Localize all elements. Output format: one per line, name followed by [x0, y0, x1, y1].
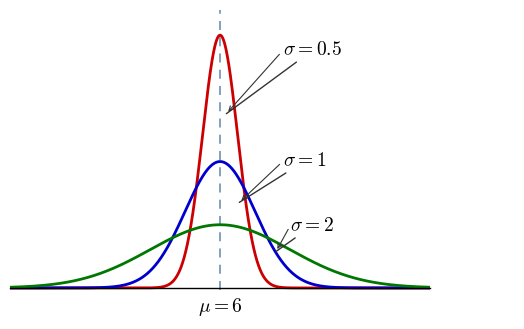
- Text: $\sigma = 1$: $\sigma = 1$: [239, 152, 326, 202]
- Text: $\sigma = 0.5$: $\sigma = 0.5$: [226, 41, 342, 114]
- Text: $\sigma = 2$: $\sigma = 2$: [276, 217, 334, 251]
- X-axis label: $\mu = 6$: $\mu = 6$: [198, 296, 243, 318]
